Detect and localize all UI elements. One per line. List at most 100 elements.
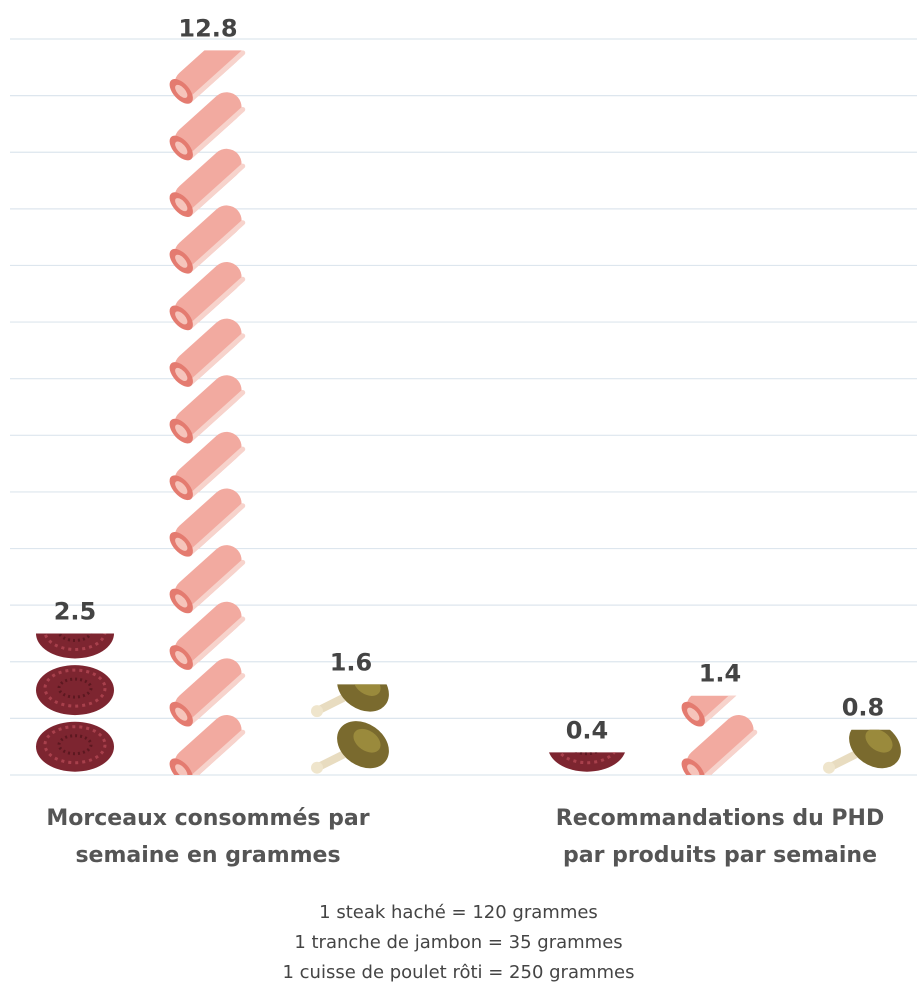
ham: [681, 695, 758, 727]
icon: [169, 92, 246, 161]
ham-end-inner: [175, 311, 188, 325]
icon: [311, 684, 389, 718]
icon: [169, 375, 246, 444]
ham-fat: [700, 695, 758, 725]
ham-fat: [188, 106, 246, 159]
steak-texture: [43, 725, 107, 765]
value-label: 2.5: [54, 597, 97, 625]
chicken-knob: [311, 705, 323, 718]
ham-roll: [174, 92, 242, 156]
category-label: Recommandations du PHD par produits par …: [555, 806, 885, 868]
icon: [169, 545, 246, 614]
ham: [169, 318, 246, 387]
ham-fat: [188, 276, 246, 328]
ham: [169, 488, 246, 557]
ham-fat: [188, 333, 246, 385]
ham-roll: [174, 658, 242, 722]
ham-fat: [188, 559, 246, 612]
ham-fat: [700, 729, 758, 775]
ham-end-inner: [175, 84, 188, 98]
ham-end-inner: [175, 254, 188, 268]
ham-end-inner: [175, 141, 188, 155]
pictogram-column: [681, 695, 758, 775]
ham-end-inner: [175, 764, 188, 776]
ham-roll: [174, 262, 242, 326]
ham-fat: [188, 50, 246, 102]
ham-fat: [188, 503, 246, 555]
icon: [681, 714, 758, 775]
icon: [169, 488, 246, 557]
chicken-skin: [353, 728, 381, 753]
pictogram-column: [36, 633, 114, 772]
icon: [36, 633, 114, 659]
icon: [169, 148, 246, 217]
ham-end-inner: [175, 198, 188, 212]
ham-end-inner: [175, 651, 188, 665]
icon: [169, 205, 246, 274]
ham-roll: [174, 375, 242, 439]
ham-roll: [174, 148, 242, 213]
chicken-skin: [353, 684, 381, 696]
ham: [169, 545, 246, 614]
value-label: 0.8: [842, 694, 885, 722]
icon: [169, 50, 246, 104]
icon: [36, 721, 114, 772]
ham-end-inner: [175, 537, 188, 551]
value-label: 0.4: [566, 716, 609, 744]
ham-fat: [188, 729, 246, 776]
icon: [169, 601, 246, 670]
ham-end-inner: [175, 481, 188, 495]
ham-fat: [188, 220, 246, 272]
pictogram-column: [549, 752, 625, 772]
chicken-skin: [865, 729, 893, 753]
footnote: 1 steak haché = 120 grammes: [319, 902, 598, 923]
ham: [169, 601, 246, 670]
steak: [36, 633, 114, 659]
pictogram-column: [823, 729, 901, 774]
ham-end-inner: [175, 424, 188, 438]
ham: [169, 262, 246, 331]
value-label: 12.8: [178, 14, 237, 42]
ham-fat: [188, 446, 246, 498]
icon: [169, 431, 246, 501]
ham: [169, 714, 246, 776]
ham: [681, 714, 758, 775]
chicken-knob: [311, 761, 323, 774]
ham: [169, 205, 246, 274]
ham-roll: [174, 601, 242, 666]
ham: [169, 658, 246, 727]
ham: [169, 92, 246, 161]
icon: [36, 665, 114, 716]
value-label: 1.6: [330, 648, 373, 676]
icon: [169, 318, 246, 387]
footnote: 1 cuisse de poulet rôti = 250 grammes: [282, 962, 635, 983]
icon: [549, 752, 625, 772]
icon: [169, 262, 246, 331]
ham: [169, 50, 246, 104]
ham-roll: [174, 318, 242, 383]
ham-fat: [188, 616, 246, 668]
footnote: 1 tranche de jambon = 35 grammes: [294, 932, 623, 953]
ham-roll: [174, 205, 242, 269]
icon: [169, 658, 246, 727]
icon: [311, 721, 389, 774]
steak: [36, 721, 114, 772]
ham: [169, 375, 246, 444]
ham-roll: [174, 431, 242, 496]
ham-end-inner: [175, 367, 188, 381]
chicken-knob: [823, 761, 835, 774]
ham: [169, 148, 246, 217]
icon: [823, 729, 901, 774]
ham-roll: [686, 714, 754, 775]
value-label: 1.4: [699, 660, 742, 688]
chicken-bone: [315, 694, 347, 715]
ham-roll: [174, 488, 242, 552]
chicken-bone: [827, 750, 859, 771]
pictogram-column: [311, 684, 389, 774]
ham-fat: [188, 163, 246, 215]
ham-end-inner: [687, 707, 700, 721]
steak: [36, 665, 114, 716]
steak-texture: [43, 668, 107, 708]
ham-end-inner: [175, 594, 188, 608]
chicken-bone: [315, 750, 347, 771]
